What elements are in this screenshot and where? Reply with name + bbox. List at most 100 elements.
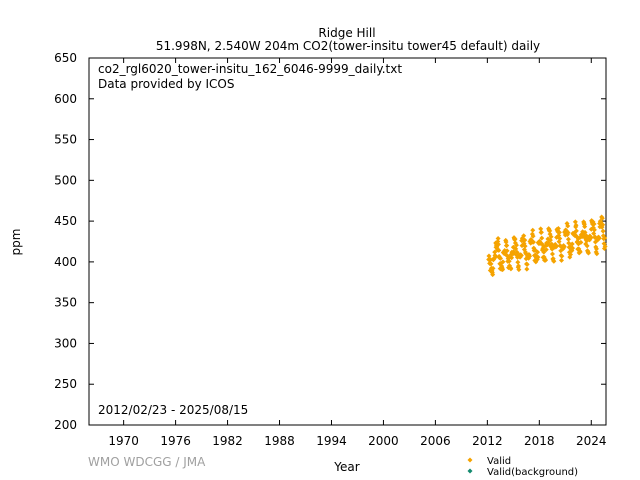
data-point-fill <box>506 258 512 264</box>
legend-item-valid-background: Valid(background) <box>467 467 578 478</box>
data-point-fill <box>600 222 606 228</box>
data-point-fill <box>591 227 597 233</box>
annotation-file: co2_rgl6020_tower-insitu_162_6046-9999_d… <box>98 62 402 76</box>
annotation-period: 2012/02/23 - 2025/08/15 <box>98 403 248 417</box>
x-tick-label: 2006 <box>420 434 451 448</box>
data-point-fill <box>518 253 524 259</box>
data-point-fill <box>511 249 517 255</box>
data-point <box>500 259 506 265</box>
data-point-fill <box>547 237 553 243</box>
data-point <box>566 240 572 246</box>
y-tick-label: 650 <box>54 51 77 65</box>
data-point-fill <box>530 239 536 245</box>
data-point-fill <box>572 219 578 225</box>
data-point-fill <box>565 236 571 242</box>
y-axis: 200 250 300 350 400 450 500 550 600 650 <box>54 51 606 432</box>
data-point-fill <box>591 221 597 227</box>
x-axis-label: Year <box>333 460 359 474</box>
y-tick-label: 300 <box>54 336 77 350</box>
x-tick-label: 2000 <box>368 434 399 448</box>
y-tick-label: 600 <box>54 92 77 106</box>
data-point-fill <box>530 233 536 239</box>
data-point-fill <box>600 228 606 234</box>
data-point-fill <box>573 222 579 228</box>
y-tick-label: 450 <box>54 214 77 228</box>
x-axis: 1970 1976 1982 1988 1994 2000 2006 2012 2018 2024 <box>108 58 607 448</box>
data-point-fill <box>500 267 506 273</box>
data-point-fill <box>561 244 567 250</box>
x-tick-label: 2012 <box>472 434 503 448</box>
data-point-fill <box>553 244 559 250</box>
data-point-fill <box>586 250 592 256</box>
data-point-fill <box>557 236 563 242</box>
data-points <box>486 214 608 278</box>
data-point-fill <box>558 257 564 263</box>
data-point <box>569 241 575 247</box>
data-point <box>555 225 561 231</box>
legend-label-valid-background: Valid(background) <box>487 467 578 478</box>
x-tick-label: 1976 <box>160 434 191 448</box>
x-tick-label: 1994 <box>316 434 347 448</box>
data-point <box>602 243 608 249</box>
data-point <box>535 249 541 255</box>
data-point-fill <box>498 255 504 261</box>
data-point-fill <box>524 266 530 272</box>
data-point <box>509 255 515 261</box>
legend-marker-valid-background <box>467 468 473 474</box>
legend-label-valid: Valid <box>487 456 511 467</box>
x-tick-label: 2018 <box>524 434 555 448</box>
legend-item-valid: Valid <box>467 456 511 467</box>
y-axis-label: ppm <box>9 229 23 256</box>
plot-frame <box>88 57 607 426</box>
data-point-fill <box>596 235 602 241</box>
data-point-fill <box>538 229 544 235</box>
data-point-fill <box>570 245 576 251</box>
data-point <box>521 233 527 239</box>
x-tick-label: 1988 <box>264 434 295 448</box>
data-point <box>490 265 496 271</box>
data-point <box>512 236 518 242</box>
data-point-fill <box>522 243 528 249</box>
data-point <box>567 252 573 258</box>
data-point-fill <box>496 247 502 253</box>
data-point-fill <box>495 241 501 247</box>
data-point-fill <box>490 272 496 278</box>
x-tick-label: 1970 <box>108 434 139 448</box>
data-point <box>593 246 599 252</box>
y-tick-label: 400 <box>54 255 77 269</box>
data-point-fill <box>588 235 594 241</box>
x-tick-label: 1982 <box>212 434 243 448</box>
data-point <box>578 239 584 245</box>
data-point-fill <box>504 242 510 248</box>
data-point-fill <box>548 234 554 240</box>
data-point-fill <box>582 224 588 230</box>
data-point-fill <box>522 237 528 243</box>
data-point-fill <box>530 227 536 233</box>
data-point <box>516 263 522 269</box>
data-point-fill <box>549 251 555 257</box>
data-point-fill <box>543 257 549 263</box>
data-point-fill <box>556 229 562 235</box>
data-point-fill <box>503 239 509 245</box>
watermark: WMO WDCGG / JMA <box>88 455 206 469</box>
data-point-fill <box>504 248 510 254</box>
y-tick-label: 350 <box>54 296 77 310</box>
data-point-fill <box>594 251 600 257</box>
data-point <box>547 228 553 234</box>
data-point-fill <box>565 230 571 236</box>
data-point <box>524 261 530 267</box>
chart-title: Ridge Hill <box>318 26 375 40</box>
annotation-provider: Data provided by ICOS <box>98 77 234 91</box>
data-point-fill <box>538 226 544 232</box>
data-point-fill <box>515 259 521 265</box>
data-point-fill <box>513 242 519 248</box>
data-point-fill <box>602 235 608 241</box>
data-point-fill <box>599 215 605 221</box>
data-point-fill <box>516 267 522 273</box>
data-point-fill <box>551 258 557 264</box>
data-point-fill <box>565 223 571 229</box>
y-tick-label: 200 <box>54 418 77 432</box>
y-tick-label: 550 <box>54 133 77 147</box>
